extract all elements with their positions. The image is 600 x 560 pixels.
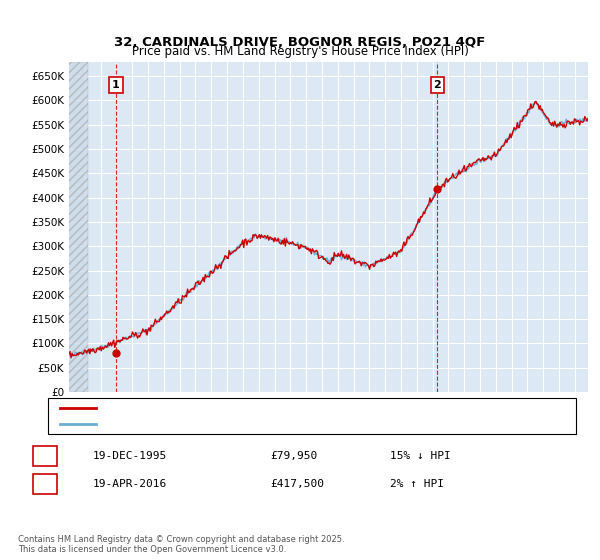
Text: £417,500: £417,500 [270,479,324,489]
Text: 19-APR-2016: 19-APR-2016 [93,479,167,489]
Text: 32, CARDINALS DRIVE, BOGNOR REGIS, PO21 4QF: 32, CARDINALS DRIVE, BOGNOR REGIS, PO21 … [115,35,485,49]
Text: £79,950: £79,950 [270,451,317,461]
Text: 19-DEC-1995: 19-DEC-1995 [93,451,167,461]
Text: 2% ↑ HPI: 2% ↑ HPI [390,479,444,489]
Text: 1: 1 [112,80,120,90]
Text: Price paid vs. HM Land Registry's House Price Index (HPI): Price paid vs. HM Land Registry's House … [131,45,469,58]
Text: Contains HM Land Registry data © Crown copyright and database right 2025.
This d: Contains HM Land Registry data © Crown c… [18,535,344,554]
Text: 2: 2 [41,479,49,489]
Bar [69,62,88,392]
Text: 32, CARDINALS DRIVE, BOGNOR REGIS, PO21 4QF (detached house): 32, CARDINALS DRIVE, BOGNOR REGIS, PO21 … [102,403,437,413]
Text: 1: 1 [41,451,49,461]
Text: HPI: Average price, detached house, Arun: HPI: Average price, detached house, Arun [102,419,306,429]
Text: 2: 2 [433,80,441,90]
Text: 15% ↓ HPI: 15% ↓ HPI [390,451,451,461]
